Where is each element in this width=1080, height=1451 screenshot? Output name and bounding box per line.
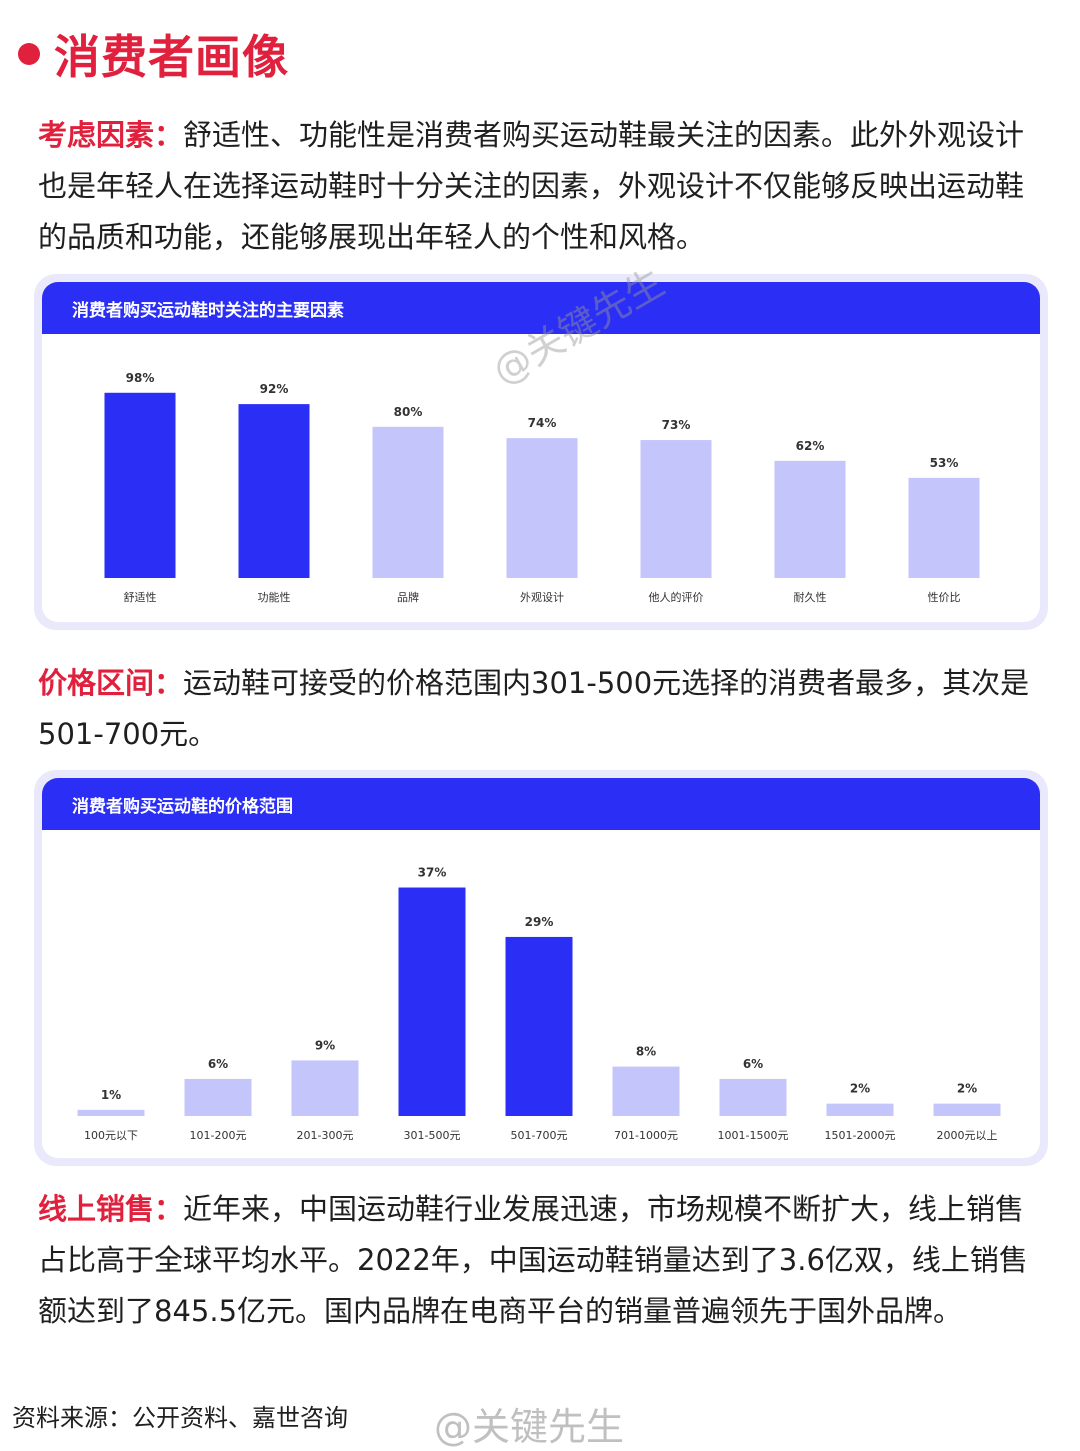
value-label-5: 62% bbox=[796, 439, 825, 453]
value-label-0: 98% bbox=[126, 371, 155, 385]
bar-0 bbox=[77, 1109, 145, 1116]
category-label-3: 301-500元 bbox=[404, 1129, 461, 1142]
category-label-6: 性价比 bbox=[928, 590, 961, 604]
chart-title: 消费者购买运动鞋的价格范围 bbox=[72, 797, 293, 817]
bar-2 bbox=[372, 426, 444, 578]
paragraph-text: 近年来，中国运动鞋行业发展迅速，市场规模不断扩大，线上销售占比高于全球平均水平。… bbox=[38, 1192, 1028, 1328]
factors-bar-chart: 98% 舒适性 92% 功能性 80% 品牌 74% 外观设计 73% 他人的评价 62% 耐久性 53… bbox=[104, 371, 980, 604]
paragraph-online: 线上销售：近年来，中国运动鞋行业发展迅速，市场规模不断扩大，线上销售占比高于全球… bbox=[38, 1184, 1048, 1337]
paragraph-lead: 价格区间： bbox=[38, 666, 184, 700]
category-label-4: 他人的评价 bbox=[649, 590, 704, 604]
value-label-1: 92% bbox=[260, 382, 289, 396]
category-label-5: 耐久性 bbox=[794, 590, 827, 604]
section-title: 消费者画像 bbox=[54, 30, 289, 84]
value-label-6: 6% bbox=[743, 1057, 763, 1071]
category-label-1: 功能性 bbox=[258, 590, 291, 604]
category-label-2: 201-300元 bbox=[297, 1129, 354, 1142]
chart-header: 消费者购买运动鞋的价格范围 bbox=[42, 778, 1040, 830]
bar-5 bbox=[774, 460, 846, 578]
paragraph-lead: 考虑因素： bbox=[38, 118, 184, 152]
category-label-1: 101-200元 bbox=[190, 1129, 247, 1142]
bar-2 bbox=[291, 1060, 359, 1116]
bar-3 bbox=[506, 438, 578, 578]
category-label-4: 501-700元 bbox=[511, 1129, 568, 1142]
price-bar-chart: 1% 100元以下 6% 101-200元 9% 201-300元 37% 301-500元 2… bbox=[77, 866, 1001, 1142]
bar-1 bbox=[238, 404, 310, 578]
paragraph-text: 舒适性、功能性是消费者购买运动鞋最关注的因素。此外外观设计也是年轻人在选择运动鞋… bbox=[38, 118, 1025, 254]
value-label-6: 53% bbox=[930, 456, 959, 470]
value-label-2: 80% bbox=[394, 405, 423, 419]
chart-card-factors: 消费者购买运动鞋时关注的主要因素 98% 舒适性 92% 功能性 80% 品牌 74% 外观设… bbox=[34, 274, 1048, 630]
paragraph-lead: 线上销售： bbox=[38, 1192, 184, 1226]
value-label-2: 9% bbox=[315, 1038, 335, 1052]
bar-4 bbox=[640, 440, 712, 578]
source-note: 资料来源：公开资料、嘉世咨询 bbox=[12, 1404, 348, 1432]
category-label-5: 701-1000元 bbox=[614, 1129, 678, 1142]
bullet-dot-icon bbox=[18, 43, 40, 65]
value-label-8: 2% bbox=[957, 1082, 977, 1096]
value-label-1: 6% bbox=[208, 1057, 228, 1071]
bar-5 bbox=[612, 1066, 680, 1116]
bar-6 bbox=[719, 1078, 787, 1116]
value-label-4: 73% bbox=[662, 418, 691, 432]
value-label-5: 8% bbox=[636, 1045, 656, 1059]
paragraph-price: 价格区间：运动鞋可接受的价格范围内301-500元选择的消费者最多，其次是501… bbox=[38, 658, 1048, 760]
category-label-7: 1501-2000元 bbox=[825, 1129, 896, 1142]
bar-6 bbox=[908, 477, 980, 578]
category-label-3: 外观设计 bbox=[520, 591, 564, 604]
chart-title: 消费者购买运动鞋时关注的主要因素 bbox=[72, 301, 344, 321]
bar-1 bbox=[184, 1078, 252, 1116]
category-label-8: 2000元以上 bbox=[937, 1129, 998, 1142]
bar-7 bbox=[826, 1103, 894, 1116]
category-label-0: 舒适性 bbox=[124, 590, 157, 604]
watermark-text-bottom: @关键先生 bbox=[434, 1405, 625, 1449]
bar-4 bbox=[505, 936, 573, 1116]
bar-8 bbox=[933, 1103, 1001, 1116]
section-header: 消费者画像 bbox=[18, 22, 289, 86]
category-label-0: 100元以下 bbox=[84, 1129, 138, 1142]
value-label-0: 1% bbox=[101, 1088, 121, 1102]
bar-0 bbox=[104, 392, 176, 578]
value-label-3: 37% bbox=[418, 866, 447, 880]
value-label-4: 29% bbox=[525, 915, 554, 929]
value-label-7: 2% bbox=[850, 1082, 870, 1096]
category-label-2: 品牌 bbox=[397, 590, 419, 604]
bar-3 bbox=[398, 887, 466, 1116]
value-label-3: 74% bbox=[528, 416, 557, 430]
paragraph-text: 运动鞋可接受的价格范围内301-500元选择的消费者最多，其次是501-700元… bbox=[38, 666, 1030, 751]
chart-header: 消费者购买运动鞋时关注的主要因素 bbox=[42, 282, 1040, 334]
category-label-6: 1001-1500元 bbox=[718, 1129, 789, 1142]
paragraph-factors: 考虑因素：舒适性、功能性是消费者购买运动鞋最关注的因素。此外外观设计也是年轻人在… bbox=[38, 110, 1048, 263]
chart-card-price: 消费者购买运动鞋的价格范围 1% 100元以下 6% 101-200元 9% 201-30… bbox=[34, 770, 1048, 1166]
